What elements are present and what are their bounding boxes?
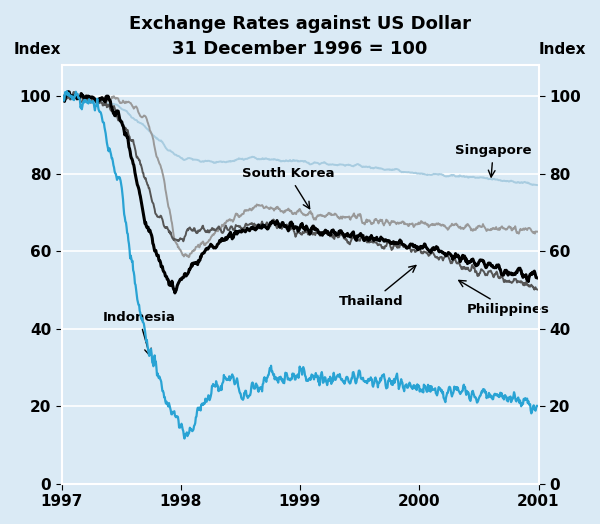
Text: Index: Index xyxy=(539,42,586,57)
Text: Indonesia: Indonesia xyxy=(103,311,175,355)
Text: Singapore: Singapore xyxy=(455,144,532,177)
Text: Thailand: Thailand xyxy=(339,266,416,308)
Text: Philippines: Philippines xyxy=(459,280,550,316)
Text: Index: Index xyxy=(14,42,61,57)
Text: South Korea: South Korea xyxy=(242,168,334,209)
Title: Exchange Rates against US Dollar
31 December 1996 = 100: Exchange Rates against US Dollar 31 Dece… xyxy=(129,15,471,58)
